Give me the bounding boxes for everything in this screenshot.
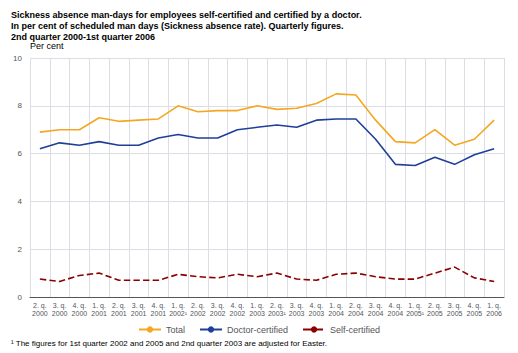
svg-text:3. q.: 3. q.	[211, 302, 225, 310]
svg-text:8: 8	[18, 101, 23, 110]
svg-text:2. q.: 2. q.	[428, 302, 442, 310]
svg-text:2001: 2001	[131, 310, 147, 317]
svg-text:2000: 2000	[32, 310, 48, 317]
svg-text:In per cent of scheduled man d: In per cent of scheduled man days (Sickn…	[11, 21, 344, 31]
svg-text:1. q.: 1. q.	[487, 302, 501, 310]
svg-text:2006: 2006	[486, 310, 502, 317]
svg-text:1. q.: 1. q.	[250, 302, 264, 310]
svg-text:Doctor-certified: Doctor-certified	[227, 325, 288, 335]
svg-text:¹ The figures for 1st quarter: ¹ The figures for 1st quarter 2002 and 2…	[11, 339, 327, 348]
svg-text:2004: 2004	[388, 310, 404, 317]
svg-text:4. q.: 4. q.	[152, 302, 166, 310]
svg-text:2005: 2005	[427, 310, 443, 317]
svg-text:2002: 2002	[190, 310, 206, 317]
svg-text:2000: 2000	[52, 310, 68, 317]
svg-text:1. q.: 1. q.	[171, 302, 185, 310]
svg-text:Self-certified: Self-certified	[330, 325, 380, 335]
svg-text:2003: 2003	[249, 310, 265, 317]
svg-text:10: 10	[13, 54, 22, 63]
svg-text:1. q.: 1. q.	[92, 302, 106, 310]
svg-text:1. q.: 1. q.	[329, 302, 343, 310]
svg-text:2. q.: 2. q.	[33, 302, 47, 310]
svg-text:3. q.: 3. q.	[369, 302, 383, 310]
svg-text:1. q.: 1. q.	[408, 302, 422, 310]
svg-text:2. q.: 2. q.	[349, 302, 363, 310]
svg-text:2002: 2002	[210, 310, 226, 317]
svg-text:4. q.: 4. q.	[231, 302, 245, 310]
svg-text:3. q.: 3. q.	[448, 302, 462, 310]
svg-text:2. q.: 2. q.	[191, 302, 205, 310]
svg-text:2002: 2002	[230, 310, 246, 317]
svg-text:2004: 2004	[368, 310, 384, 317]
svg-text:2002¹: 2002¹	[169, 310, 188, 317]
svg-text:2004: 2004	[348, 310, 364, 317]
svg-text:2005: 2005	[447, 310, 463, 317]
svg-text:2001: 2001	[111, 310, 127, 317]
svg-text:2003¹: 2003¹	[268, 310, 287, 317]
svg-text:Per cent: Per cent	[30, 41, 64, 51]
svg-text:Total: Total	[166, 325, 185, 335]
svg-text:4. q.: 4. q.	[310, 302, 324, 310]
svg-text:3. q.: 3. q.	[290, 302, 304, 310]
svg-text:4. q.: 4. q.	[468, 302, 482, 310]
svg-text:4. q.: 4. q.	[73, 302, 87, 310]
svg-text:2004: 2004	[328, 310, 344, 317]
svg-text:4. q.: 4. q.	[389, 302, 403, 310]
svg-text:4: 4	[18, 197, 23, 206]
svg-text:3. q.: 3. q.	[132, 302, 146, 310]
svg-text:2005¹: 2005¹	[406, 310, 425, 317]
svg-text:2nd quarter 2000-1st quarter 2: 2nd quarter 2000-1st quarter 2006	[11, 32, 155, 42]
svg-text:6: 6	[18, 149, 23, 158]
svg-text:2. q.: 2. q.	[112, 302, 126, 310]
svg-text:2001: 2001	[91, 310, 107, 317]
svg-text:2: 2	[18, 245, 23, 254]
svg-text:Sickness absence man-days for: Sickness absence man-days for employees …	[11, 10, 362, 20]
svg-text:2. q.: 2. q.	[270, 302, 284, 310]
svg-text:2005: 2005	[467, 310, 483, 317]
svg-text:2001: 2001	[151, 310, 167, 317]
svg-text:2003: 2003	[309, 310, 325, 317]
svg-text:2000: 2000	[72, 310, 88, 317]
svg-text:2003: 2003	[289, 310, 305, 317]
svg-text:3. q.: 3. q.	[53, 302, 67, 310]
svg-text:0: 0	[18, 293, 23, 302]
